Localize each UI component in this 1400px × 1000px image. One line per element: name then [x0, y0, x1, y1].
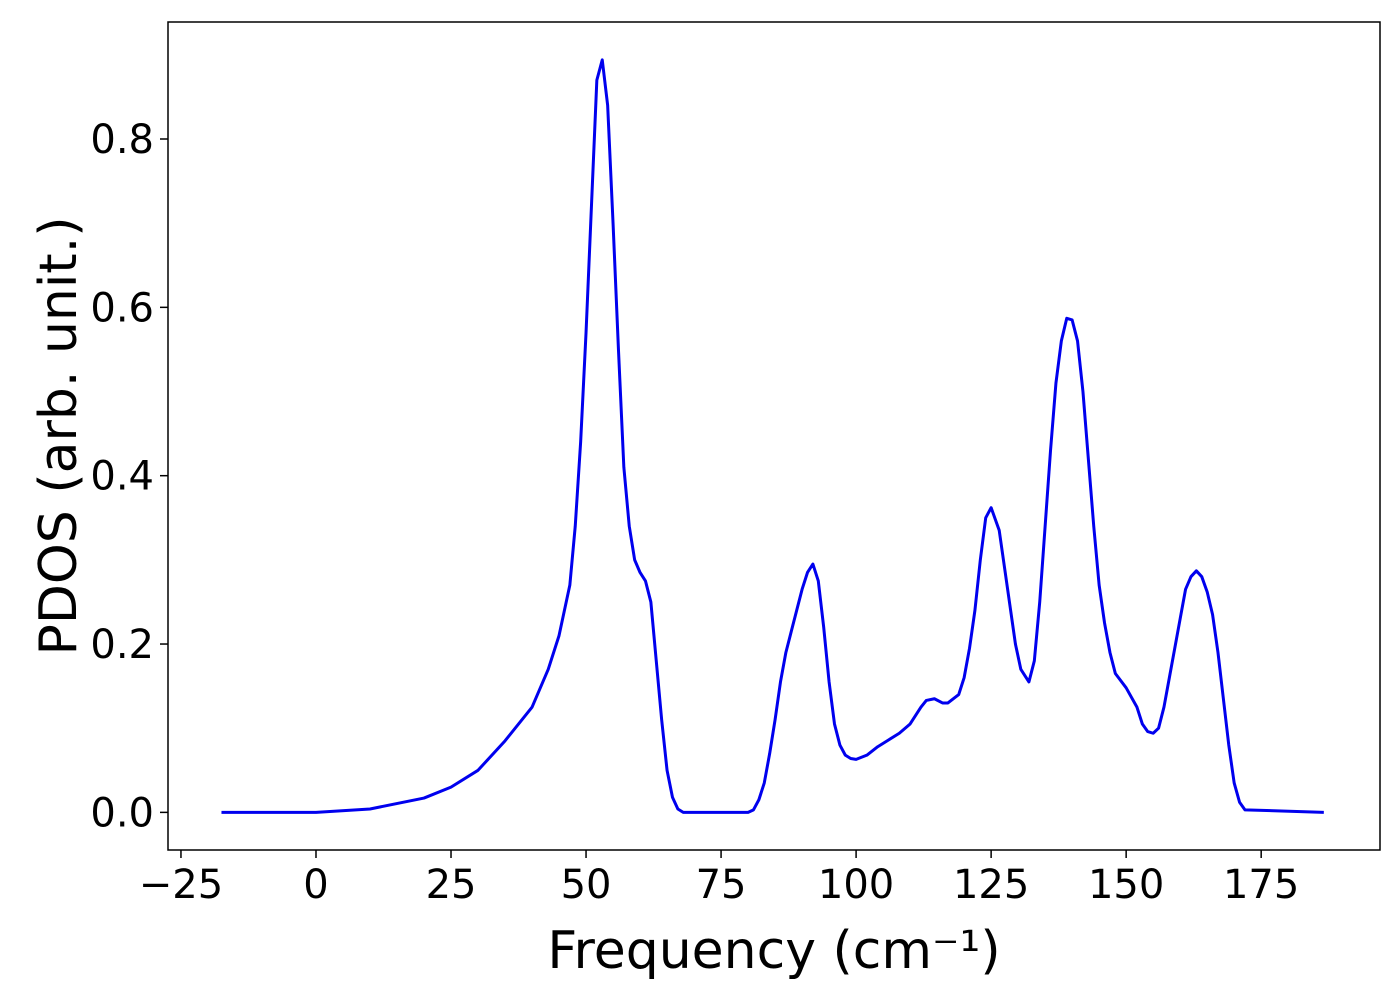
y-axis-label: PDOS (arb. unit.) — [29, 216, 89, 655]
y-tick-label: 0.6 — [90, 285, 154, 331]
x-tick-label: −25 — [139, 862, 223, 908]
x-tick-label: 0 — [303, 862, 328, 908]
x-tick-label: 100 — [818, 862, 894, 908]
plot-frame — [167, 21, 1381, 851]
x-tick-label: 175 — [1223, 862, 1299, 908]
x-tick-label: 25 — [426, 862, 477, 908]
x-axis-label: Frequency (cm⁻¹) — [547, 921, 1000, 981]
y-tick-label: 0.8 — [90, 117, 154, 163]
y-tick-label: 0.4 — [90, 454, 154, 500]
x-tick-label: 150 — [1088, 862, 1164, 908]
x-tick-label: 50 — [561, 862, 612, 908]
x-tick-label: 75 — [696, 862, 747, 908]
y-tick-label: 0.0 — [90, 790, 154, 836]
y-tick-label: 0.2 — [90, 622, 154, 668]
x-tick-label: 125 — [953, 862, 1029, 908]
data-line — [221, 58, 1324, 814]
